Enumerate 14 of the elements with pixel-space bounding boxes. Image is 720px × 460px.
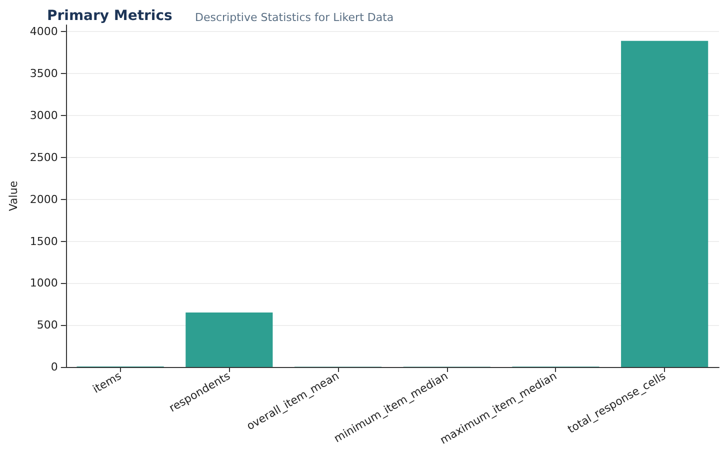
y-tick-label: 3000	[30, 109, 58, 122]
y-tick-label: 3500	[30, 67, 58, 80]
y-tick-label: 4000	[30, 25, 58, 38]
y-tick-label: 1500	[30, 234, 58, 248]
y-axis-title: Value	[7, 180, 20, 212]
chart-title: Primary Metrics	[47, 8, 172, 24]
y-tick-label: 2500	[30, 150, 58, 164]
y-tick-label: 0	[50, 360, 58, 374]
y-tick-label: 500	[36, 318, 58, 332]
y-tick-label: 2000	[30, 192, 58, 206]
bar	[621, 40, 708, 367]
y-tick-label: 1000	[30, 276, 58, 290]
chart-subtitle: Descriptive Statistics for Likert Data	[195, 11, 394, 24]
bar	[186, 312, 273, 367]
